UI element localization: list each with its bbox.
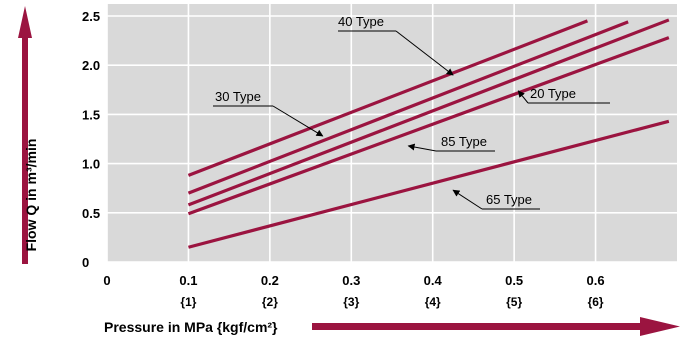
- series-line: [188, 119, 670, 249]
- x-tick-label: 0.5: [505, 273, 523, 288]
- label-leader-arrow: [517, 90, 529, 104]
- y-axis-arrow: [18, 6, 32, 38]
- grid-lines: [106, 4, 677, 263]
- x-sub-tick-label: {4}: [425, 295, 441, 309]
- series-label: 20 Type: [530, 86, 576, 101]
- series-line: [187, 18, 670, 207]
- y-tick-label: 2.5: [82, 9, 100, 24]
- series-label: 65 Type: [486, 192, 532, 207]
- y-tick-label: 0: [82, 255, 89, 270]
- plot-area: [107, 4, 677, 262]
- x-tick-label: 0.1: [179, 273, 197, 288]
- x-tick-label: 0.3: [342, 273, 360, 288]
- x-tick-label: 0.4: [424, 273, 443, 288]
- y-tick-label: 2.0: [82, 58, 100, 73]
- x-axis-arrow-shaft: [312, 323, 647, 330]
- series-label: 85 Type: [441, 134, 487, 149]
- series-line: [187, 36, 670, 216]
- label-leader-arrow: [452, 189, 483, 210]
- y-tick-label: 1.0: [82, 157, 100, 172]
- y-tick-label: 1.5: [82, 107, 100, 122]
- series-line: [187, 20, 629, 195]
- label-leader-arrow: [395, 30, 454, 76]
- label-leader-arrow: [407, 143, 437, 152]
- x-sub-tick-label: {5}: [506, 295, 522, 309]
- series-line: [187, 19, 589, 177]
- label-leader-arrow: [272, 105, 324, 137]
- y-axis-title: Flow Q in m³/min: [23, 139, 39, 252]
- x-sub-tick-label: {3}: [343, 295, 359, 309]
- x-tick-label: 0: [103, 273, 110, 288]
- x-axis-title: Pressure in MPa {kgf/cm²}: [104, 319, 278, 335]
- x-axis-arrow: [640, 317, 680, 336]
- tick-labels: 0 0.5 1.0 1.5 2.0 2.5 0 0.1 0.2 0.3 0.4 0.5 0.6 {1} {2…: [82, 9, 605, 309]
- series-lines: [187, 18, 670, 249]
- x-sub-tick-label: {2}: [262, 295, 278, 309]
- x-sub-tick-label: {6}: [588, 295, 604, 309]
- x-tick-label: 0.2: [261, 273, 279, 288]
- x-sub-tick-label: {1}: [180, 295, 196, 309]
- series-label: 30 Type: [215, 89, 261, 104]
- y-tick-label: 0.5: [82, 206, 100, 221]
- y-axis-arrow-shaft: [22, 36, 28, 264]
- annotations: 40 Type 30 Type 20 Type 85 Type 65 Type: [213, 14, 610, 210]
- series-label: 40 Type: [338, 14, 384, 29]
- x-tick-label: 0.6: [587, 273, 605, 288]
